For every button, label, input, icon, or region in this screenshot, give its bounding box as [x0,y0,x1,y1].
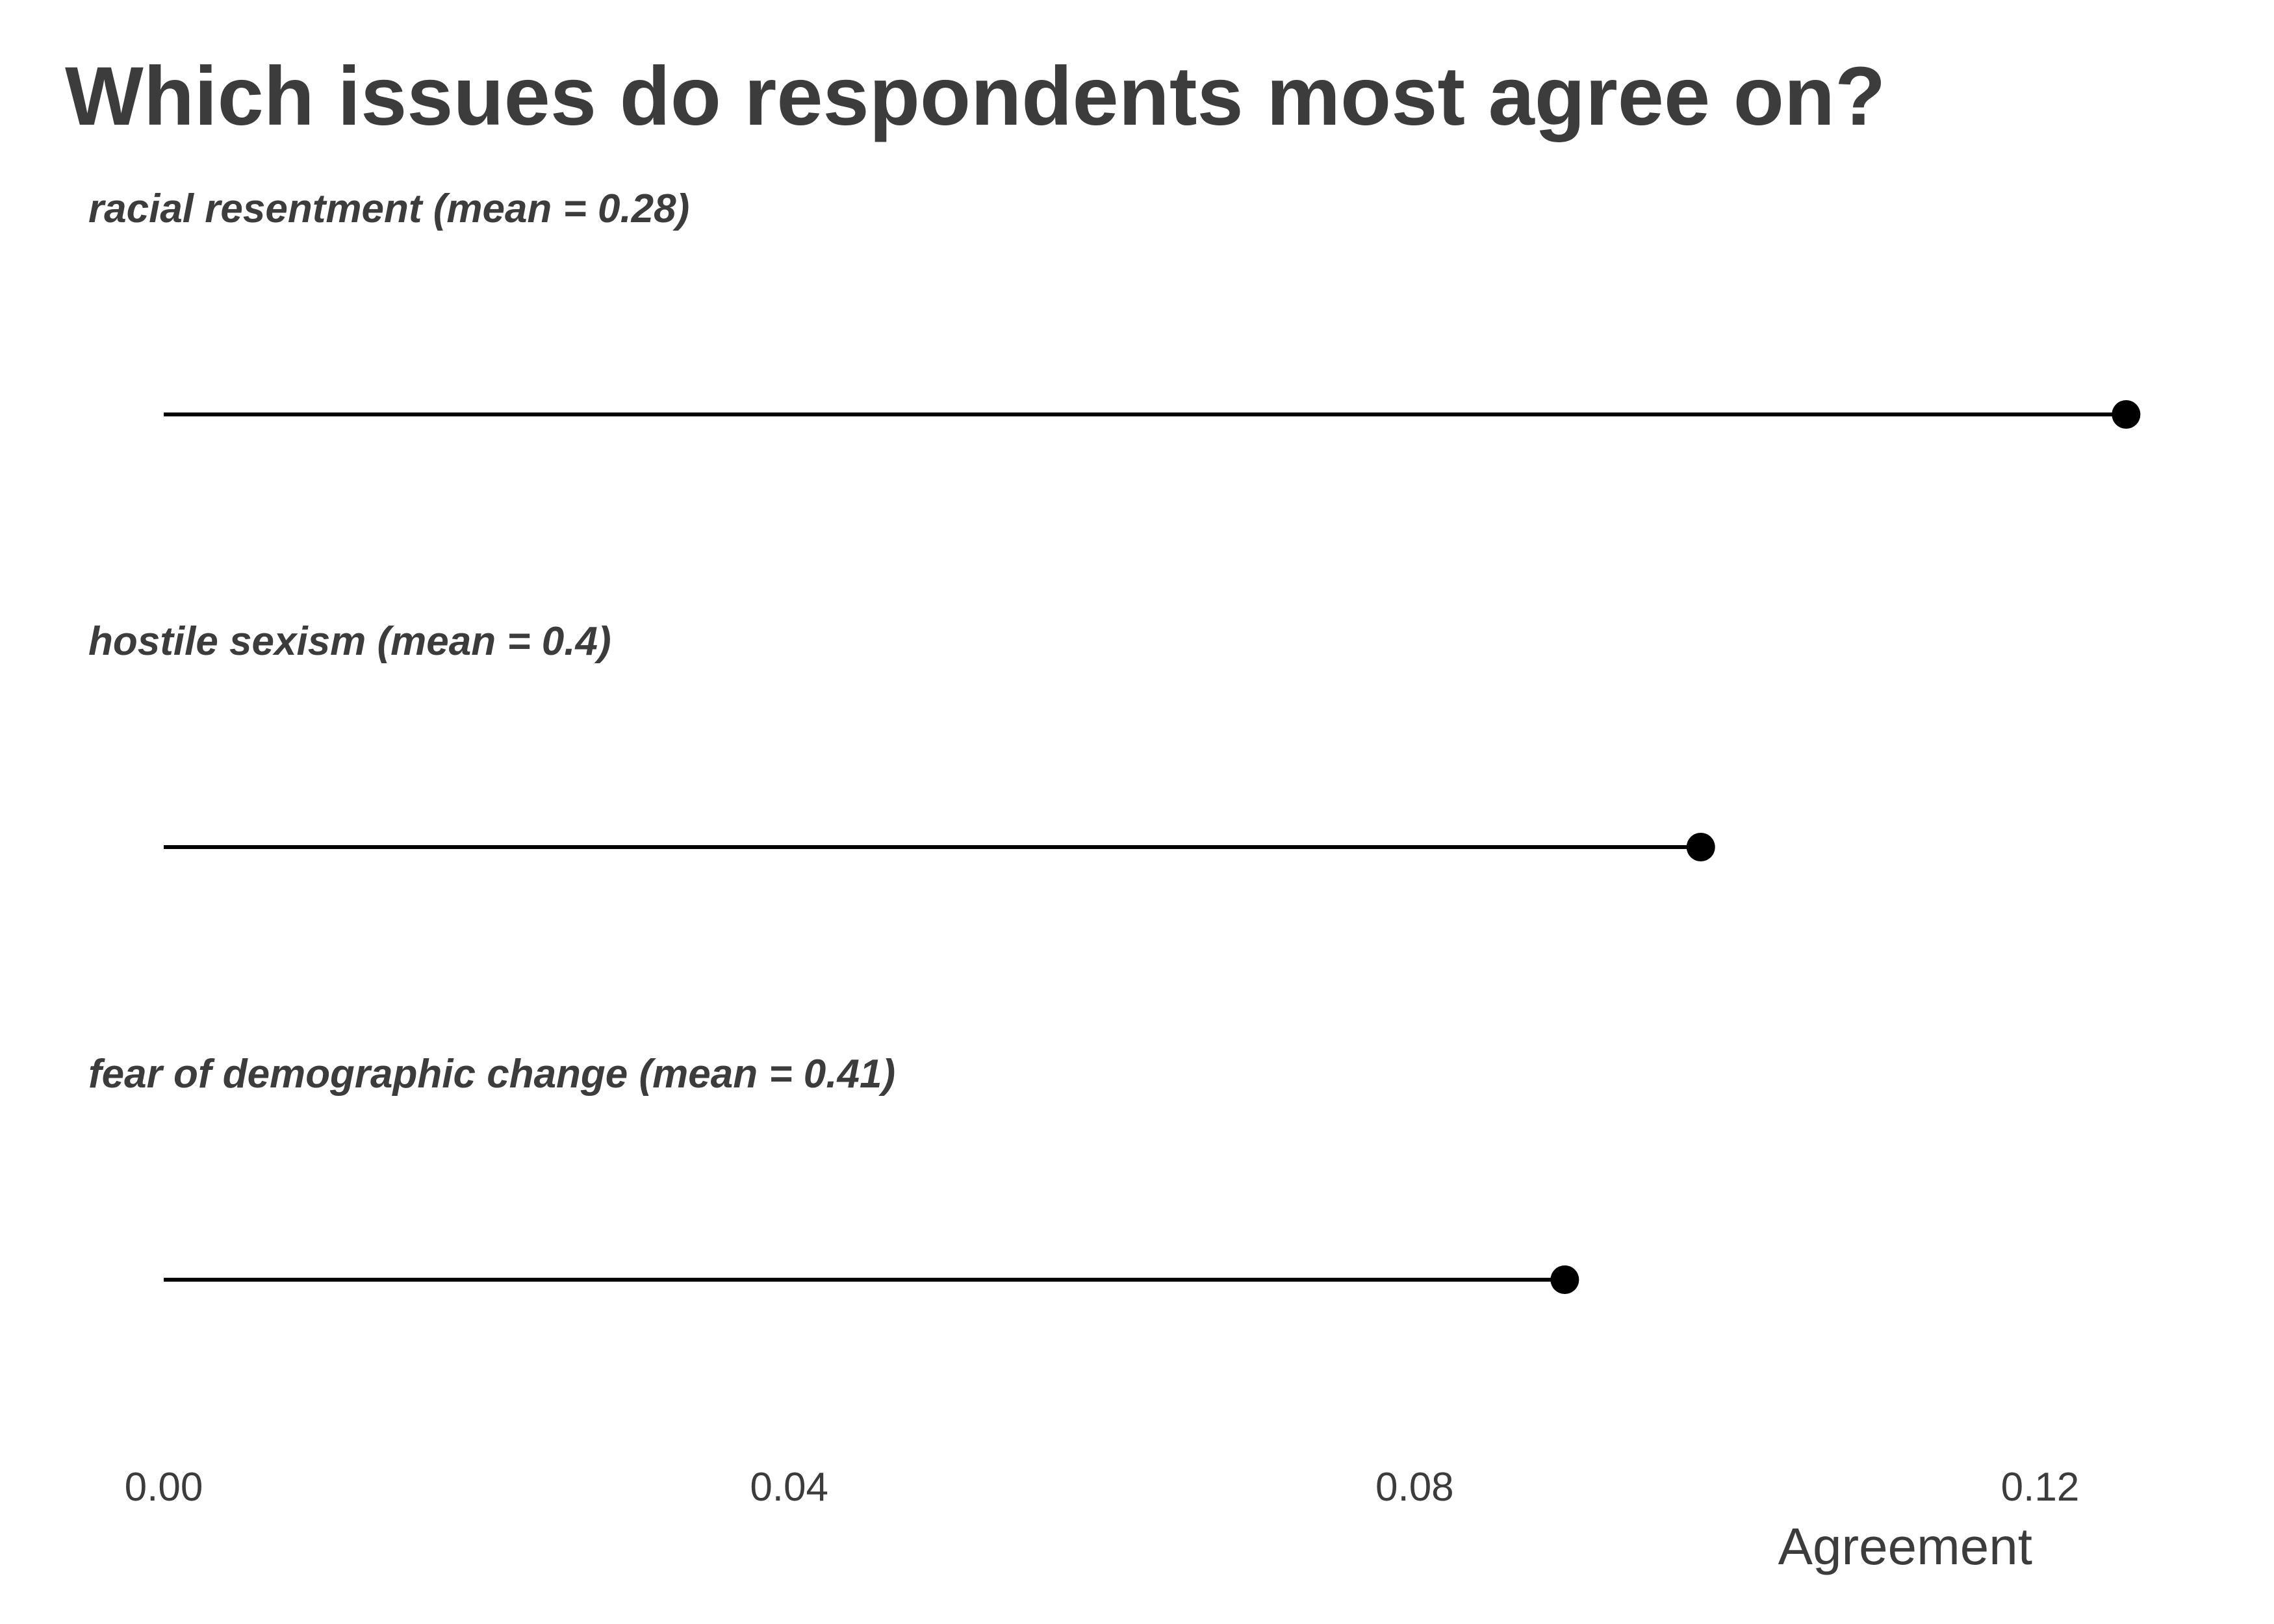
x-axis: 0.00 0.04 0.08 0.12 [125,1465,2080,1510]
x-axis-title: Agreement [1778,1517,2032,1575]
facet-label: fear of demographic change (mean = 0.41) [88,1052,895,1097]
facet-panel: hostile sexism (mean = 0.4) [88,619,1715,861]
facet-panels: racial resentment (mean = 0.28) hostile s… [88,186,2141,1294]
x-tick-label: 0.00 [125,1465,203,1510]
facet-label: racial resentment (mean = 0.28) [88,186,689,231]
chart-title: Which issues do respondents most agree o… [65,50,1885,143]
facet-label: hostile sexism (mean = 0.4) [88,619,611,664]
x-tick-label: 0.04 [750,1465,828,1510]
x-tick-label: 0.08 [1375,1465,1454,1510]
lollipop-point [1550,1265,1579,1294]
facet-panel: racial resentment (mean = 0.28) [88,186,2141,429]
lollipop-point [2112,400,2141,429]
lollipop-point [1686,833,1715,861]
x-tick-label: 0.12 [2001,1465,2080,1510]
facet-panel: fear of demographic change (mean = 0.41) [88,1052,1579,1294]
